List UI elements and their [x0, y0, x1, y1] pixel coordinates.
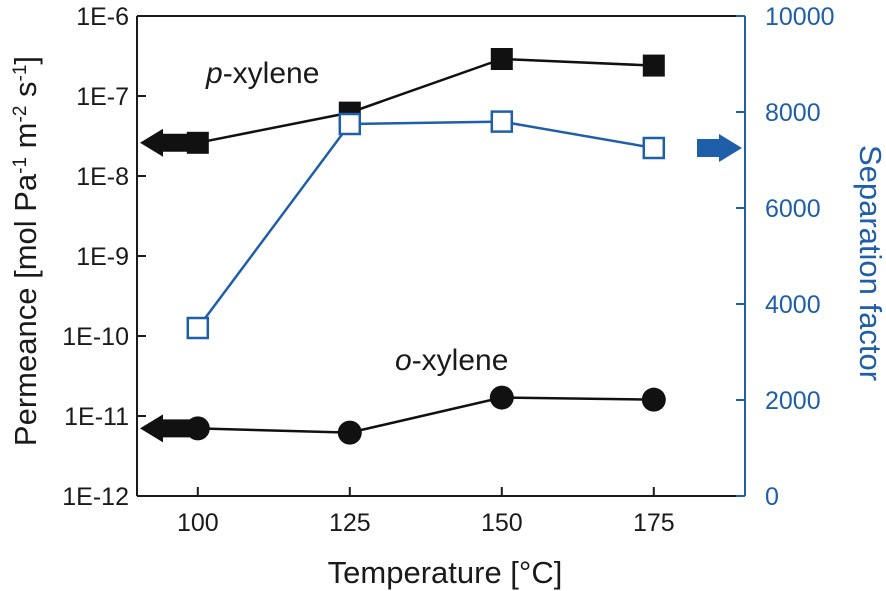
data-point [338, 112, 362, 136]
y-left-tick-label: 1E-7 [76, 83, 129, 111]
data-point [490, 110, 514, 133]
data-point [337, 420, 362, 445]
arrow-right-icon [697, 134, 742, 162]
data-point [642, 54, 665, 77]
data-point [642, 136, 666, 160]
arrow-left-icon [140, 128, 192, 157]
arrow-left-icon [140, 414, 192, 443]
data-point [489, 385, 514, 410]
data-point [490, 48, 513, 71]
y-axis-right: 0 2000 4000 6000 8000 10000 [736, 3, 835, 511]
x-tick-label: 100 [177, 509, 219, 537]
y-right-tick-label: 10000 [765, 3, 835, 31]
x-tick-label: 175 [633, 509, 675, 537]
data-point [641, 387, 666, 412]
y-right-tick-label: 0 [765, 483, 779, 511]
x-tick-label: 150 [481, 509, 523, 537]
y-right-tick-label: 4000 [765, 291, 821, 319]
y-right-tick-label: 2000 [765, 387, 821, 415]
data-point [186, 131, 209, 154]
x-tick-label: 125 [329, 509, 371, 537]
y-right-tick-label: 8000 [765, 99, 821, 127]
series-line-1 [197, 396, 654, 434]
series-layer [185, 48, 666, 445]
y-left-tick-label: 1E-9 [76, 243, 129, 271]
x-axis: 100 125 150 175 [177, 487, 675, 537]
y-axis-left-title: Permeance [mol Pa-1 m-2 s-1] [8, 56, 43, 446]
series-label-p-xylene: p-xylene [205, 57, 319, 90]
y-left-tick-label: 1E-11 [64, 403, 129, 431]
y-axis-left: 1E-12 1E-11 1E-10 1E-9 1E-8 1E-7 1E-6 [62, 3, 146, 511]
axis-arrows [140, 128, 742, 443]
series-label-o-xylene: o-xylene [395, 344, 508, 377]
series-line-0 [197, 57, 654, 145]
y-right-tick-label: 6000 [765, 195, 821, 223]
y-left-tick-label: 1E-12 [62, 483, 129, 511]
series-line-2 [196, 120, 655, 329]
y-left-tick-label: 1E-6 [76, 3, 129, 31]
y-axis-right-title: Separation factor [853, 145, 886, 381]
y-left-tick-label: 1E-8 [76, 163, 129, 191]
data-point [186, 316, 210, 340]
y-left-tick-label: 1E-10 [62, 323, 129, 351]
x-axis-title: Temperature [°C] [328, 555, 563, 590]
